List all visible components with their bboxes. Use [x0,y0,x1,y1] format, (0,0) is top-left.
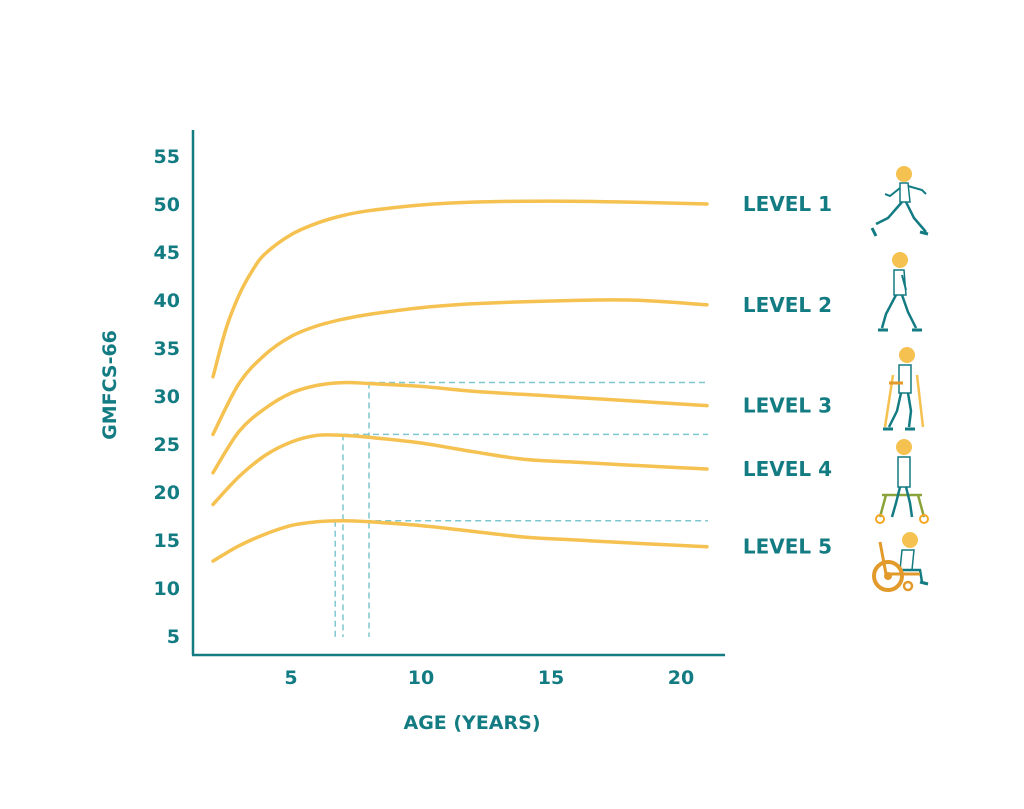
series-line [211,199,709,379]
series-label: LEVEL 5 [743,535,832,559]
series-label: LEVEL 2 [743,293,832,317]
y-tick-label: 40 [154,290,180,312]
crutches-child-icon [883,347,925,431]
x-tick-label: 15 [538,667,564,689]
y-tick-label: 30 [154,386,180,408]
y-tick-label: 5 [167,626,180,648]
y-axis-title: GMFCS-66 [99,330,121,440]
series-line [211,298,709,437]
series-lines [211,199,709,563]
series-label: LEVEL 4 [743,457,832,481]
y-tick-label: 35 [154,338,180,360]
axes [191,130,725,657]
ticks: 5 10 15 20 5 10 15 20 25 30 35 40 45 50 55 [154,146,695,689]
series-label: LEVEL 1 [743,192,832,216]
x-tick-label: 10 [408,667,434,689]
x-tick-label: 5 [284,667,297,689]
y-tick-label: 10 [154,578,180,600]
series-label: LEVEL 3 [743,394,832,418]
wheelchair-child-icon [872,532,929,592]
series-line [211,433,709,507]
walker-child-icon [875,439,929,524]
y-tick-label: 25 [154,434,180,456]
y-tick-label: 45 [154,242,180,264]
walking-child-icon [878,252,922,332]
x-axis-title: AGE (YEARS) [403,712,540,734]
series-line [211,380,709,475]
series-line [211,519,709,563]
x-tick-label: 20 [668,667,694,689]
level-labels: LEVEL 1 LEVEL 2 LEVEL 3 LEVEL 4 LEVEL 5 [743,192,832,559]
running-child-icon [870,166,929,237]
y-tick-label: 15 [154,530,180,552]
y-tick-label: 55 [154,146,180,168]
reference-lines [334,381,708,637]
y-tick-label: 20 [154,482,180,504]
y-tick-label: 50 [154,194,180,216]
